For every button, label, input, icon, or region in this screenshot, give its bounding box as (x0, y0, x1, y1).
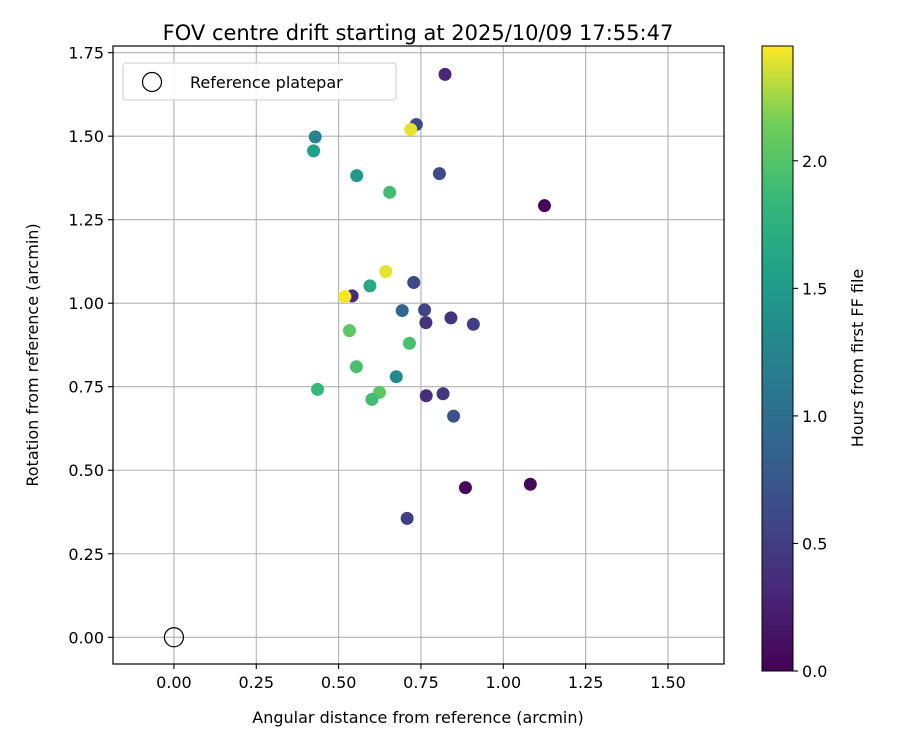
y-axis-label: Rotation from reference (arcmin) (23, 223, 42, 486)
legend-entry-reference: Reference platepar (190, 73, 343, 92)
data-point (389, 370, 403, 384)
x-tick-label: 0.00 (156, 673, 192, 692)
x-tick-label: 1.25 (568, 673, 604, 692)
data-point (383, 185, 397, 199)
x-tick-label: 1.50 (650, 673, 686, 692)
data-point (349, 360, 363, 374)
data-point (466, 317, 480, 331)
data-point (379, 264, 393, 278)
y-tick-label: 1.75 (68, 44, 104, 63)
data-point (436, 387, 450, 401)
data-point (447, 409, 461, 423)
x-axis-label: Angular distance from reference (arcmin) (252, 708, 583, 727)
x-tick-label: 0.50 (321, 673, 357, 692)
data-point (523, 477, 537, 491)
plot-frame (112, 45, 725, 665)
chart-title: FOV centre drift starting at 2025/10/09 … (163, 21, 674, 45)
y-tick-label: 1.00 (68, 294, 104, 313)
data-point (365, 392, 379, 406)
data-point (418, 303, 432, 317)
data-point (311, 382, 325, 396)
x-tick-label: 0.25 (238, 673, 274, 692)
data-point (419, 316, 433, 330)
scatter-points (163, 67, 551, 648)
data-point (458, 481, 472, 495)
data-point (342, 324, 356, 338)
data-point (400, 511, 414, 525)
colorbar-gradient (761, 45, 794, 672)
x-tick-label: 1.00 (486, 673, 522, 692)
colorbar-tick-label: 1.0 (802, 407, 827, 426)
data-point (338, 290, 352, 304)
data-point (438, 67, 452, 81)
y-tick-label: 1.50 (68, 127, 104, 146)
data-point (444, 311, 458, 325)
data-point (363, 279, 377, 293)
colorbar-ticks: 0.0 0.5 1.0 1.5 2.0 (793, 152, 827, 681)
colorbar-tick-label: 0.5 (802, 534, 827, 553)
colorbar-tick-label: 2.0 (802, 152, 827, 171)
data-point (419, 389, 433, 403)
x-tick-label: 0.75 (403, 673, 439, 692)
y-tick-label: 0.50 (68, 461, 104, 480)
x-axis-ticks: 0.00 0.25 0.50 0.75 1.00 1.25 1.50 (156, 664, 686, 692)
data-point (402, 336, 416, 350)
data-point (537, 199, 551, 213)
colorbar-tick-label: 0.0 (802, 662, 827, 681)
data-point (404, 123, 418, 137)
y-tick-label: 1.25 (68, 211, 104, 230)
data-point (407, 276, 421, 290)
y-tick-label: 0.75 (68, 378, 104, 397)
grid (113, 46, 724, 664)
data-point (307, 144, 321, 158)
legend-box (122, 62, 397, 101)
y-tick-label: 0.25 (68, 545, 104, 564)
reference-platepar-marker (163, 627, 185, 648)
y-tick-label: 0.00 (68, 628, 104, 647)
colorbar-label: Hours from first FF file (848, 269, 867, 448)
data-point (308, 130, 322, 144)
colorbar: 0.0 0.5 1.0 1.5 2.0 Hours from first FF file (761, 45, 867, 681)
legend: Reference platepar (122, 62, 397, 101)
data-point (395, 304, 409, 318)
legend-marker-reference (141, 71, 163, 93)
data-point (350, 169, 364, 183)
data-point (432, 167, 446, 181)
colorbar-tick-label: 1.5 (802, 279, 827, 298)
y-axis-ticks: 0.00 0.25 0.50 0.75 1.00 1.25 1.50 1.75 (68, 44, 113, 647)
